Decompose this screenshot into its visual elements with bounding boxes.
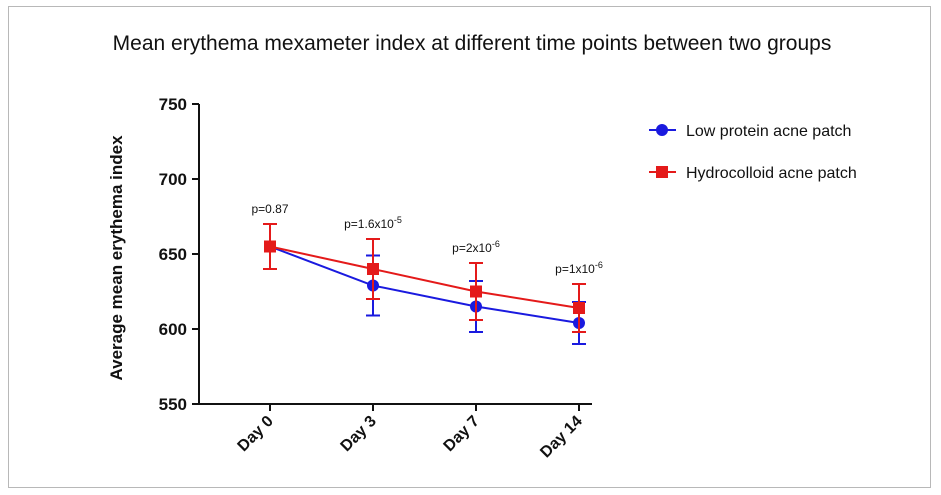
- legend: Low protein acne patch Hydrocolloid acne …: [649, 123, 857, 182]
- x-tick-label: Day 14: [537, 413, 586, 462]
- x-tick-label: Day 7: [441, 413, 483, 455]
- axes: 550 600 650 700 750 Day 0 Day 3 Day 7 Day 14: [159, 95, 592, 461]
- series-line: [269, 245, 580, 324]
- p-value-annotations: p=0.87 p=1.6x10-5 p=2x10-6 p=1x10-6: [251, 202, 602, 276]
- y-tick-label: 600: [159, 320, 187, 339]
- x-tick-label: Day 0: [235, 413, 277, 455]
- legend-marker: [656, 166, 668, 178]
- y-tick-label: 700: [159, 170, 187, 189]
- chart-frame: [8, 6, 931, 488]
- x-tick-label: Day 3: [338, 413, 380, 455]
- p-value-label: p=0.87: [251, 202, 288, 216]
- y-axis-label: Average mean erythema index: [107, 135, 126, 381]
- p-value-label: p=1.6x10-5: [344, 215, 402, 231]
- y-tick-label: 550: [159, 395, 187, 414]
- legend-label: Hydrocolloid acne patch: [686, 165, 857, 182]
- data-point: [367, 263, 379, 275]
- legend-item: Low protein acne patch: [649, 123, 851, 140]
- p-value-label: p=1x10-6: [555, 260, 603, 276]
- data-point: [470, 285, 482, 298]
- data-point: [264, 240, 276, 253]
- p-value-label: p=2x10-6: [452, 239, 500, 255]
- series-2: [263, 223, 586, 333]
- legend-item: Hydrocolloid acne patch: [649, 165, 857, 182]
- series-1: [263, 223, 586, 345]
- data-point: [573, 302, 585, 314]
- series-line: [269, 245, 580, 309]
- y-tick-label: 650: [159, 245, 187, 264]
- y-tick-label: 750: [159, 95, 187, 114]
- series-marks: [263, 223, 586, 345]
- legend-label: Low protein acne patch: [686, 123, 851, 140]
- chart-title: Mean erythema mexameter index at differe…: [113, 32, 832, 55]
- legend-marker: [656, 124, 668, 136]
